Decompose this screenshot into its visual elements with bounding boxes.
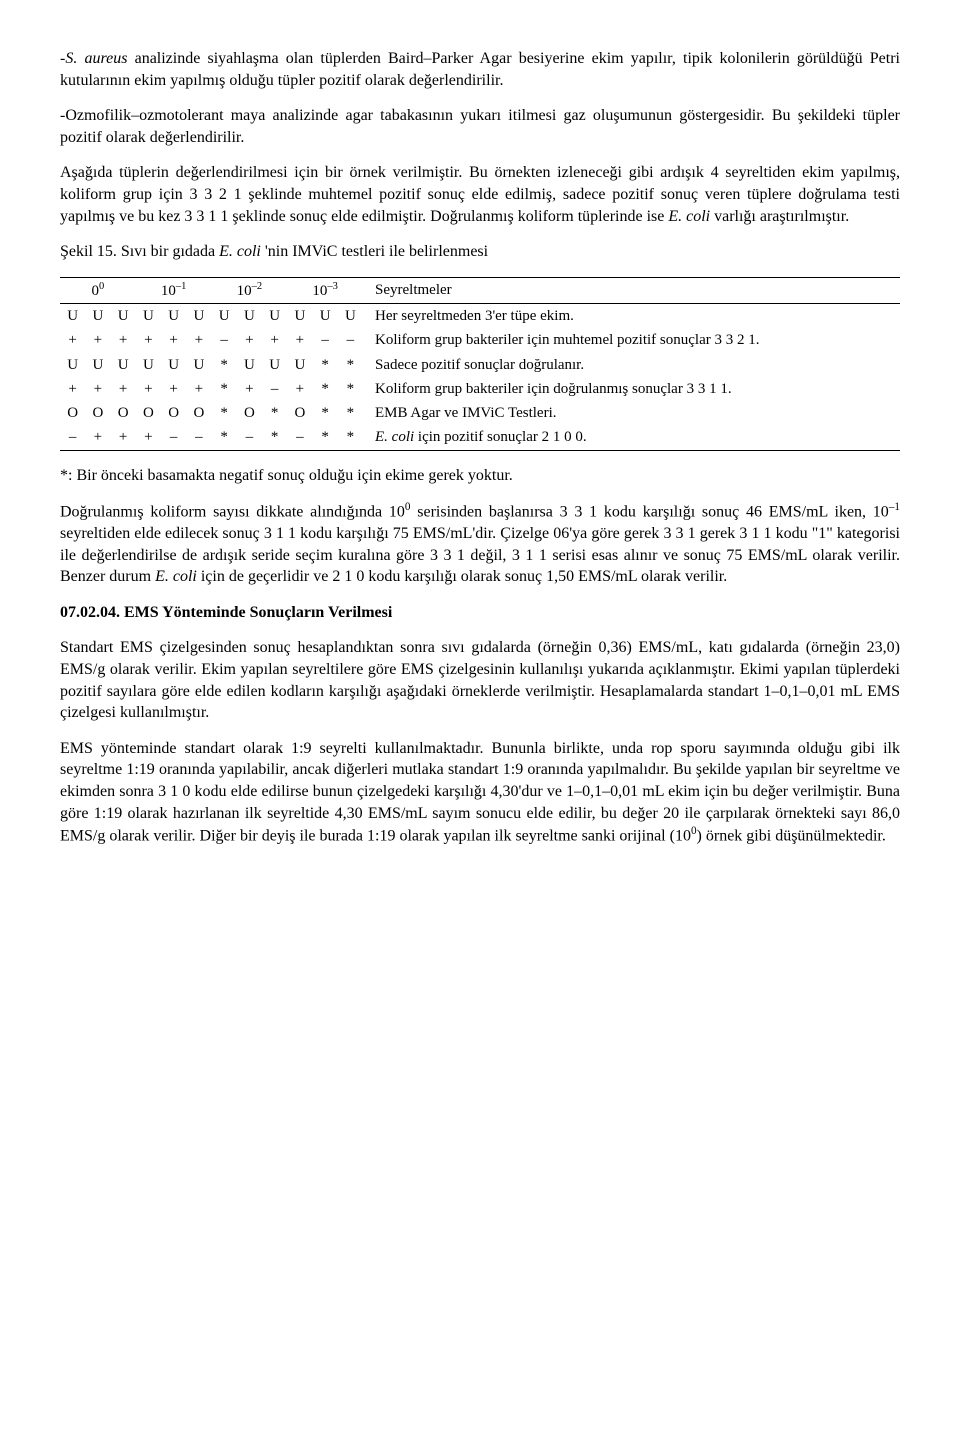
table-row: U U U U U U U U U U U U Her seyreltmeden… — [60, 304, 900, 329]
paragraph-ems-method: EMS yönteminde standart olarak 1:9 seyre… — [60, 738, 900, 847]
table-row: U U U U U U * U U U * * Sadece pozitif s… — [60, 353, 900, 377]
table-row: O O O O O O * O * O * * EMB Agar ve IMVi… — [60, 401, 900, 425]
table-row: + + + + + + – + + + – – Koliform grup ba… — [60, 328, 900, 352]
row-desc: Sadece pozitif sonuçlar doğrulanır. — [363, 353, 900, 377]
table-row: + + + + + + * + – + * * Koliform grup ba… — [60, 377, 900, 401]
species-name: S. aureus — [65, 50, 127, 67]
text: Şekil 15. Sıvı bir gıdada — [60, 243, 219, 260]
paragraph-example-intro: Aşağıda tüplerin değerlendirilmesi için … — [60, 162, 900, 227]
text: Doğrulanmış koliform sayısı dikkate alın… — [60, 503, 405, 520]
text: ) örnek gibi düşünülmektedir. — [697, 827, 886, 844]
dilution-header: 10–3 — [287, 277, 363, 303]
paragraph-result-explain: Doğrulanmış koliform sayısı dikkate alın… — [60, 500, 900, 588]
row-desc: EMB Agar ve IMViC Testleri. — [363, 401, 900, 425]
text: varlığı araştırılmıştır. — [710, 208, 849, 225]
row-desc: Koliform grup bakteriler için muhtemel p… — [363, 328, 900, 352]
section-heading: 07.02.04. EMS Yönteminde Sonuçların Veri… — [60, 602, 900, 624]
row-desc: E. coli için pozitif sonuçlar 2 1 0 0. — [363, 425, 900, 450]
species-name: E. coli — [668, 208, 710, 225]
text: 'nin IMViC testleri ile belirlenmesi — [261, 243, 488, 260]
paragraph-standard-ems: Standart EMS çizelgesinden sonuç hesapla… — [60, 637, 900, 723]
sup: –1 — [889, 501, 900, 513]
dilution-header: 10–1 — [136, 277, 212, 303]
dilution-header: 00 — [60, 277, 136, 303]
row-desc: Koliform grup bakteriler için doğrulanmı… — [363, 377, 900, 401]
table-header-row: 00 10–1 10–2 10–3 Seyreltmeler — [60, 277, 900, 303]
paragraph-s-aureus: -S. aureus analizinde siyahlaşma olan tü… — [60, 48, 900, 91]
species-name: E. coli — [219, 243, 261, 260]
dilution-header-label: Seyreltmeler — [363, 277, 900, 303]
figure-caption: Şekil 15. Sıvı bir gıdada E. coli 'nin I… — [60, 241, 900, 263]
table-row: – + + + – – * – * – * * E. coli için poz… — [60, 425, 900, 450]
dilution-header: 10–2 — [212, 277, 288, 303]
text: analizinde siyahlaşma olan tüplerden Bai… — [60, 50, 900, 89]
dilution-table: 00 10–1 10–2 10–3 Seyreltmeler U U U U U… — [60, 277, 900, 451]
species-name: E. coli — [155, 568, 197, 585]
text: serisinden başlanırsa 3 3 1 kodu karşılı… — [410, 503, 888, 520]
paragraph-ozmofilik: -Ozmofilik–ozmotolerant maya analizinde … — [60, 105, 900, 148]
footnote: *: Bir önceki basamakta negatif sonuç ol… — [60, 465, 900, 487]
row-desc: Her seyreltmeden 3'er tüpe ekim. — [363, 304, 900, 329]
text: için de geçerlidir ve 2 1 0 kodu karşılı… — [197, 568, 727, 585]
